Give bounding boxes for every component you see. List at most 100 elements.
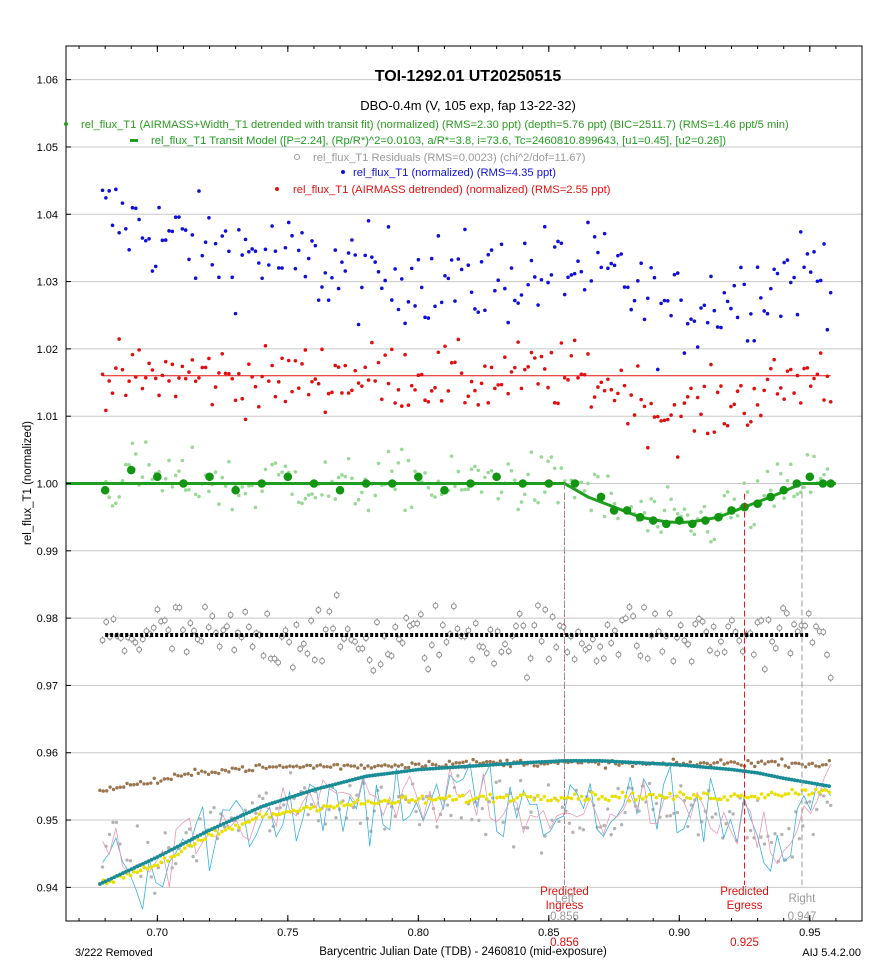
blue-rel-flux-point — [473, 307, 477, 311]
sky-points-point — [566, 795, 570, 800]
comparison-points-point — [146, 840, 150, 845]
blue-rel-flux-point — [107, 189, 111, 193]
airmass-points-point — [218, 823, 223, 828]
event-markers: PredictedIngress0.856PredictedEgress0.92… — [540, 483, 817, 949]
green-unbinned-point — [253, 505, 258, 510]
red-rel-flux-point — [815, 372, 820, 377]
red-rel-flux-point — [286, 358, 291, 363]
green-unbinned-point — [559, 466, 564, 470]
residuals-point — [220, 627, 227, 634]
airmass-points-point — [738, 768, 743, 773]
blue-rel-flux-point — [532, 275, 537, 279]
chart-subtitle: DBO-0.4m (V, 105 exp, fap 13-22-32) — [360, 98, 576, 113]
airmass-points-point — [301, 791, 306, 795]
airmass-points-point — [643, 761, 648, 765]
blue-rel-flux-point — [313, 243, 318, 248]
airmass-points-point — [365, 774, 369, 779]
red-rel-flux-point — [443, 344, 447, 349]
sky-points-point — [556, 798, 560, 803]
width-points-point — [335, 762, 340, 767]
sky-points-point — [637, 794, 642, 799]
sky-points-point — [111, 880, 116, 884]
airmass-points-point — [792, 778, 797, 783]
legend-1-label: rel_flux_T1 Transit Model ([P=2.24], (Rp… — [151, 135, 726, 147]
red-rel-flux-point — [203, 365, 208, 370]
red-rel-flux-point — [266, 379, 271, 383]
comparison-points-point — [759, 835, 763, 839]
airmass-points-point — [149, 857, 154, 862]
sky-points-point — [352, 800, 357, 805]
width-points-point — [688, 760, 692, 764]
blue-rel-flux-point — [765, 311, 770, 316]
sky-points-point — [366, 799, 370, 803]
red-rel-flux-point — [619, 368, 624, 373]
airmass-points-point — [623, 760, 628, 764]
binned-point-5 — [231, 485, 240, 495]
comparison-points-point — [696, 833, 700, 837]
red-rel-flux-point — [729, 404, 733, 409]
green-unbinned-point — [469, 467, 474, 472]
sky-points-point — [172, 854, 177, 858]
sky-points-point — [515, 795, 520, 800]
blue-rel-flux-point — [260, 276, 264, 281]
green-unbinned-point — [689, 529, 693, 533]
sky-points-point — [182, 846, 187, 851]
blue-rel-flux-point — [449, 258, 454, 262]
residuals-point — [546, 656, 552, 662]
red-rel-flux-point — [399, 404, 404, 408]
residuals-point — [593, 658, 600, 664]
red-rel-flux-point — [326, 391, 331, 396]
legend-4-swatch — [275, 187, 279, 191]
green-unbinned-point — [513, 478, 517, 482]
sky-points-point — [752, 794, 757, 799]
blue-rel-flux-point — [522, 241, 527, 246]
blue-rel-flux-point — [825, 327, 830, 332]
red-rel-flux-point — [130, 352, 135, 357]
blue-rel-flux-point — [616, 253, 620, 258]
red-rel-flux-point — [629, 393, 633, 397]
width-points-point — [223, 768, 228, 773]
red-rel-flux-point — [346, 391, 351, 395]
blue-rel-flux-point — [489, 248, 494, 252]
airmass-points-point — [103, 879, 108, 884]
green-unbinned-point — [463, 487, 467, 492]
red-rel-flux-point — [296, 386, 301, 390]
blue-rel-flux-point — [250, 247, 254, 251]
binned-point-8 — [309, 479, 319, 488]
residuals-point — [275, 659, 282, 666]
residuals-point — [553, 644, 560, 651]
y-tick-label-12: 1.06 — [37, 75, 58, 87]
blue-rel-flux-point — [150, 269, 155, 273]
red-rel-flux-point — [769, 366, 773, 371]
residuals-point — [820, 629, 827, 635]
binned-point-4 — [205, 472, 214, 482]
binned-point-18 — [570, 479, 580, 488]
width-points-point — [705, 761, 709, 766]
sky-points-point — [128, 873, 133, 878]
binned-point-24 — [661, 519, 671, 529]
red-rel-flux-point — [493, 386, 497, 391]
residuals-point — [710, 623, 717, 630]
marker-value-3: 0.947 — [788, 911, 817, 923]
blue-rel-flux-point — [406, 300, 411, 304]
width-points-point — [345, 763, 350, 767]
airmass-points-point — [764, 772, 768, 777]
comparison-points-point — [456, 774, 460, 778]
binned-point-29 — [727, 506, 736, 515]
blue-rel-flux-point — [795, 312, 800, 317]
sky-points-point — [274, 812, 279, 817]
width-points-point — [383, 763, 387, 767]
airmass-points-point — [554, 759, 559, 764]
blue-rel-flux-point — [695, 345, 700, 349]
green-unbinned-point — [529, 450, 534, 454]
blue-rel-flux-point — [682, 351, 687, 355]
width-points-point — [118, 785, 122, 789]
y-tick-label-10: 1.04 — [37, 209, 58, 221]
green-unbinned-point — [745, 490, 750, 494]
red-rel-flux-point — [383, 353, 387, 357]
airmass-points-point — [749, 770, 754, 775]
comparison-points-point — [550, 818, 554, 822]
sky-points-point — [505, 793, 509, 798]
airmass-points-point — [543, 759, 547, 764]
green-unbinned-point — [396, 461, 401, 465]
